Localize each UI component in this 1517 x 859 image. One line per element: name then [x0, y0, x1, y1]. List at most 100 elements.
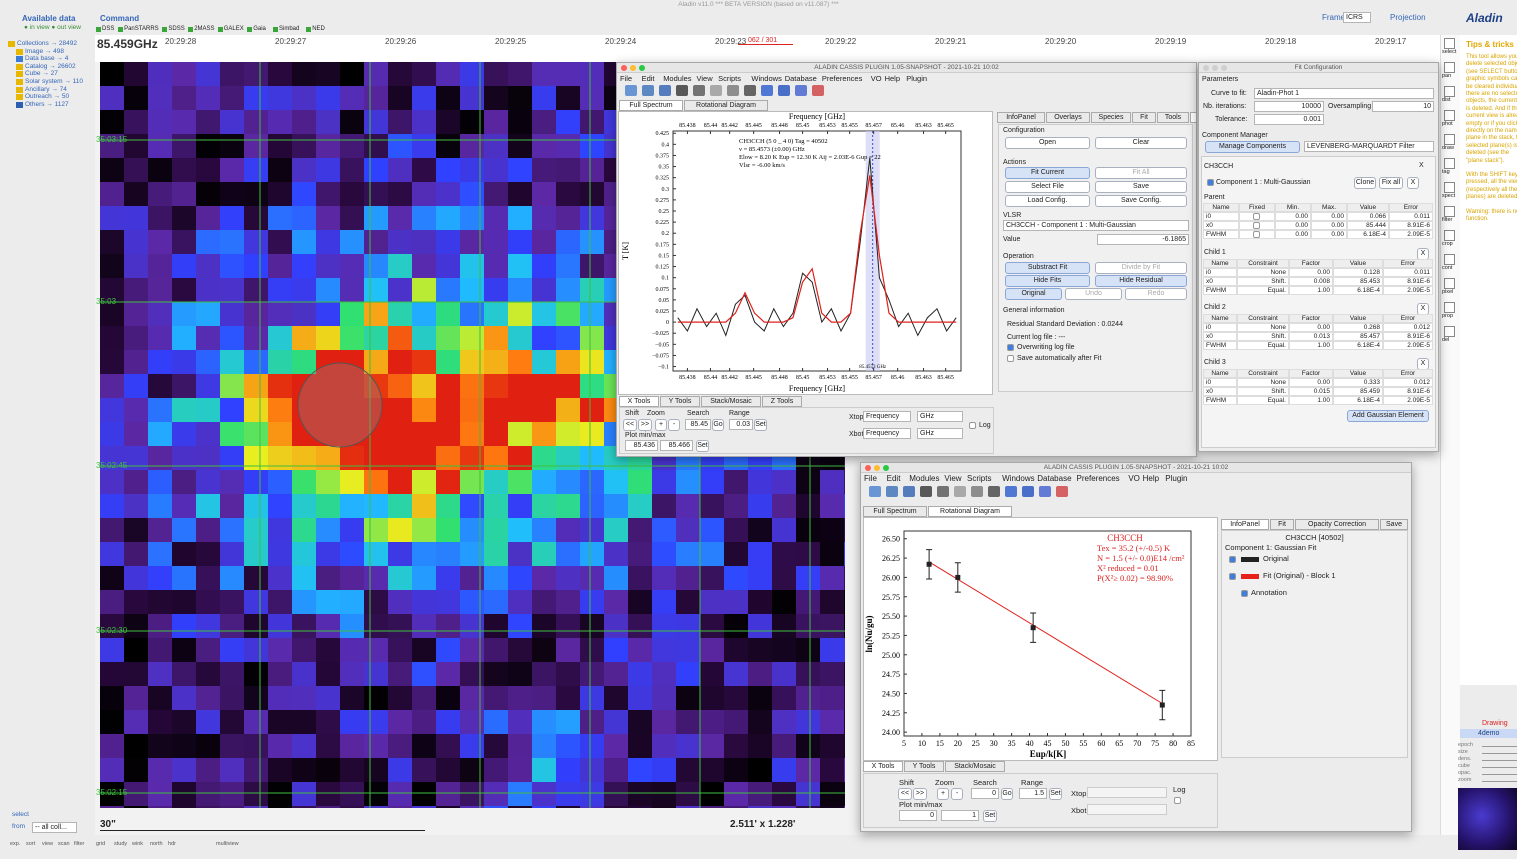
tree-item[interactable]: Outreach → 50	[25, 94, 69, 101]
input-field[interactable]: GHz	[917, 411, 963, 422]
tool-label[interactable]: pixel	[1442, 290, 1453, 296]
input-field[interactable]: Frequency	[863, 428, 911, 439]
tool-label[interactable]: phot	[1442, 122, 1453, 128]
button[interactable]: >>	[638, 419, 652, 431]
tool-label[interactable]: select	[1442, 50, 1456, 56]
tab[interactable]: Rotational Diagram	[928, 506, 1012, 517]
tab[interactable]: Y Tools	[660, 396, 700, 407]
button[interactable]: Open	[1005, 137, 1090, 149]
tool-label[interactable]: prop	[1442, 314, 1453, 320]
tool-label[interactable]: multiview	[216, 842, 239, 848]
input-field[interactable]: 0	[899, 810, 937, 821]
tool-label[interactable]: wink	[132, 842, 143, 848]
input-field[interactable]: -- all coll...	[32, 822, 77, 833]
menu-item[interactable]: Help	[885, 75, 900, 83]
survey[interactable]: NED	[312, 26, 325, 32]
tool-label[interactable]: scan	[58, 842, 70, 848]
input-field[interactable]: GHz	[917, 428, 963, 439]
button[interactable]: Fit Current	[1005, 167, 1090, 179]
tree-item[interactable]: Cube → 27	[25, 71, 58, 78]
button[interactable]: Load Config.	[1005, 195, 1090, 207]
menu-item[interactable]: Help	[1143, 475, 1159, 483]
checkbox[interactable]	[969, 422, 976, 429]
tree-item[interactable]: Image → 498	[25, 49, 64, 56]
checkbox[interactable]	[1174, 797, 1181, 804]
menu-item[interactable]: Database	[1037, 475, 1071, 483]
survey[interactable]: 2MASS	[194, 26, 214, 32]
survey[interactable]: Simbad	[279, 26, 299, 32]
menu-item[interactable]: Edit	[642, 75, 655, 83]
button[interactable]: Add Gaussian Element	[1347, 410, 1429, 422]
survey[interactable]: GALEX	[224, 26, 244, 32]
tree-item[interactable]: Catalog → 26602	[25, 64, 76, 71]
button[interactable]: Save Config.	[1095, 195, 1187, 207]
tab[interactable]: Opacity Correction	[1295, 519, 1379, 530]
menu-item[interactable]: Modules	[909, 475, 939, 483]
tool-label[interactable]: exp.	[10, 842, 20, 848]
tab[interactable]: Advanced Fit	[1190, 112, 1197, 123]
checkbox[interactable]	[1229, 573, 1236, 580]
input-field[interactable]: 0	[971, 788, 999, 799]
button[interactable]: Substract Fit	[1005, 262, 1090, 274]
checkbox[interactable]	[1207, 179, 1214, 186]
button[interactable]: +	[655, 419, 667, 431]
button[interactable]: Set	[983, 810, 997, 822]
button[interactable]: Original	[1005, 288, 1062, 300]
tab[interactable]: Stack/Mosaic	[701, 396, 761, 407]
tool-label[interactable]: hdr	[168, 842, 176, 848]
menu-item[interactable]: Preferences	[1077, 475, 1120, 483]
menu-item[interactable]: Modules	[663, 75, 691, 83]
tool-label[interactable]: dist	[1442, 98, 1451, 104]
input-field[interactable]: 0.001	[1254, 114, 1324, 125]
menu-item[interactable]: Windows	[1002, 475, 1034, 483]
input-field[interactable]: ICRS	[1343, 12, 1371, 23]
button[interactable]: <<	[623, 419, 637, 431]
checkbox[interactable]	[1253, 231, 1260, 238]
menu-item[interactable]: View	[944, 475, 961, 483]
tab[interactable]: Rotational Diagram	[684, 100, 768, 111]
tool-label[interactable]: crop	[1442, 242, 1453, 248]
checkbox[interactable]	[1007, 355, 1014, 362]
survey[interactable]: SDSS	[168, 26, 184, 32]
tab[interactable]: InfoPanel	[1221, 519, 1269, 530]
survey[interactable]: PanSTARRS	[124, 26, 159, 32]
input-field[interactable]: LEVENBERG-MARQUARDT Filter	[1304, 141, 1434, 152]
input-field[interactable]: 85.436	[625, 440, 658, 451]
menu-item[interactable]: Scripts	[718, 75, 741, 83]
tool-label[interactable]: filter	[74, 842, 84, 848]
button[interactable]: Fit All	[1095, 167, 1187, 179]
tool-label[interactable]: grid	[96, 842, 105, 848]
tab[interactable]: Fit	[1270, 519, 1294, 530]
button[interactable]: Clone	[1354, 177, 1376, 189]
tab[interactable]: Species	[1091, 112, 1131, 123]
input-field[interactable]: 85.466	[660, 440, 693, 451]
button[interactable]: Go	[712, 419, 724, 431]
menu-item[interactable]: Windows	[751, 75, 781, 83]
button[interactable]: -	[668, 419, 680, 431]
tab[interactable]: Stack/Mosaic	[945, 761, 1005, 772]
button[interactable]: Hide Fits	[1005, 275, 1090, 287]
input-field[interactable]: 10000	[1254, 101, 1324, 112]
menu-item[interactable]: Plugin	[1165, 475, 1187, 483]
menu-item[interactable]: Scripts	[967, 475, 991, 483]
input-field[interactable]: 85.45	[685, 419, 711, 430]
input-field[interactable]: CH3CCH - Component 1 : Multi-Gaussian	[1003, 220, 1189, 231]
input-field[interactable]: -6.1865	[1097, 234, 1189, 245]
tree-item[interactable]: Collections → 28492	[17, 41, 77, 48]
menu-item[interactable]: Preferences	[822, 75, 862, 83]
tool-label[interactable]: view	[42, 842, 53, 848]
tab[interactable]: InfoPanel	[997, 112, 1045, 123]
tab[interactable]: Full Spectrum	[619, 100, 683, 111]
menu-item[interactable]: File	[864, 475, 877, 483]
tool-label[interactable]: filter	[1442, 218, 1452, 224]
button[interactable]: Set	[696, 440, 709, 452]
button[interactable]: -	[951, 788, 963, 800]
menu-item[interactable]: VO	[871, 75, 882, 83]
tab[interactable]: X Tools	[619, 396, 659, 407]
button[interactable]: <<	[898, 788, 912, 800]
input-field[interactable]: 1	[941, 810, 979, 821]
button[interactable]: Divide by Fit	[1095, 262, 1187, 274]
checkbox[interactable]	[1253, 213, 1260, 220]
tool-label[interactable]: spect	[1442, 194, 1455, 200]
input-field[interactable]: Frequency	[863, 411, 911, 422]
